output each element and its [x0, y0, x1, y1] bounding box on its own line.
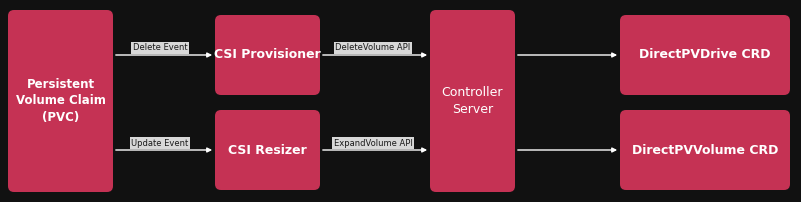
Text: CSI Provisioner: CSI Provisioner	[214, 48, 321, 61]
Text: Persistent
Volume Claim
(PVC): Persistent Volume Claim (PVC)	[15, 78, 106, 124]
FancyBboxPatch shape	[430, 10, 515, 192]
Text: Delete Event: Delete Event	[133, 43, 187, 53]
Text: Update Event: Update Event	[131, 139, 188, 147]
Text: DeleteVolume API: DeleteVolume API	[336, 43, 411, 53]
FancyBboxPatch shape	[215, 15, 320, 95]
Text: DirectPVVolume CRD: DirectPVVolume CRD	[632, 143, 779, 157]
Text: Controller
Server: Controller Server	[441, 86, 503, 116]
FancyBboxPatch shape	[620, 15, 790, 95]
FancyBboxPatch shape	[215, 110, 320, 190]
FancyBboxPatch shape	[8, 10, 113, 192]
Text: DirectPVDrive CRD: DirectPVDrive CRD	[639, 48, 771, 61]
FancyBboxPatch shape	[620, 110, 790, 190]
Text: ExpandVolume API: ExpandVolume API	[333, 139, 413, 147]
Text: CSI Resizer: CSI Resizer	[228, 143, 307, 157]
